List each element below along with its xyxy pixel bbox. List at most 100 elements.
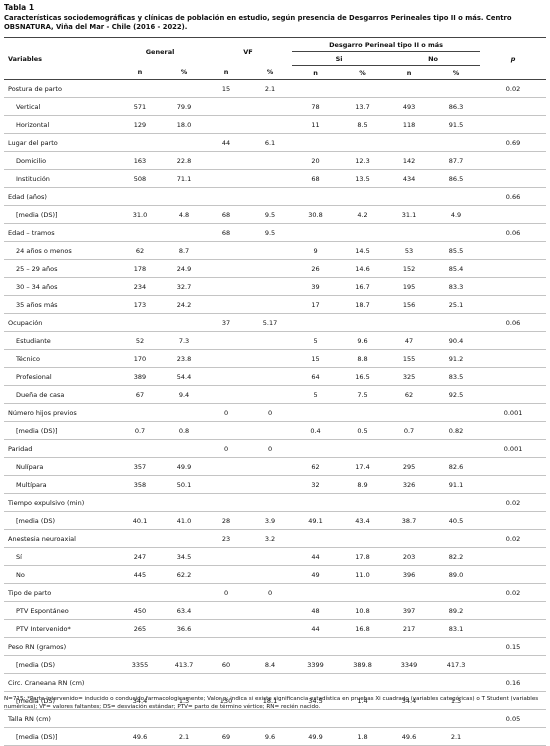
cell-p-value: [480, 601, 547, 620]
cell-vf-pct: [248, 673, 293, 692]
cell-si-n: 9: [292, 241, 340, 260]
cell-vf-pct: [248, 259, 293, 278]
cell-vf-pct: 9.5: [248, 223, 293, 242]
cell-general-n: 129: [116, 115, 164, 134]
table-row: Domicilio 163 22.8 20 12.3 142 87.7: [4, 151, 547, 170]
cell-general-n: 170: [116, 349, 164, 368]
header-vf: VF: [204, 37, 293, 66]
cell-p-value: 0.02: [480, 493, 547, 512]
table-row: Institución 508 71.1 68 13.5 434 86.5: [4, 169, 547, 188]
row-label: 24 años o menos: [4, 241, 116, 260]
cell-p-value: [480, 277, 547, 296]
cell-si-n: 30.8: [292, 205, 340, 224]
cell-si-pct: [339, 529, 387, 548]
cell-si-n: 64: [292, 367, 340, 386]
cell-si-n: 39: [292, 277, 340, 296]
cell-vf-n: [204, 565, 249, 584]
cell-general-pct: 34.5: [164, 547, 205, 566]
cell-no-pct: 25.1: [432, 295, 481, 314]
cell-no-n: [386, 637, 433, 656]
cell-vf-pct: 3.2: [248, 529, 293, 548]
table-row: 25 – 29 años 178 24.9 26 14.6 152 85.4: [4, 259, 547, 278]
cell-si-n: 49: [292, 565, 340, 584]
cell-general-n: [116, 133, 164, 152]
header-general: General: [116, 37, 205, 66]
cell-vf-pct: [248, 277, 293, 296]
cell-no-pct: 89.2: [432, 601, 481, 620]
cell-no-n: 195: [386, 277, 433, 296]
table-row: [media (DS)] 0.7 0.8 0.4 0.5 0.7 0.82: [4, 421, 547, 440]
cell-no-pct: [432, 583, 481, 602]
cell-p-value: 0.66: [480, 187, 547, 206]
category-row: Paridad 0 0 0.001: [4, 439, 547, 458]
cell-si-pct: 16.8: [339, 619, 387, 638]
cell-no-pct: 90.4: [432, 331, 481, 350]
cell-p-value: [480, 169, 547, 188]
cell-vf-pct: [248, 565, 293, 584]
row-label: [media (DS): [4, 655, 116, 674]
cell-general-pct: 4.8: [164, 205, 205, 224]
cell-general-pct: 71.1: [164, 169, 205, 188]
table-row: 24 años o menos 62 8.7 9 14.5 53 85.5: [4, 241, 547, 260]
cell-general-pct: 1.3: [164, 691, 205, 710]
table-row: No 445 62.2 49 11.0 396 89.0: [4, 565, 547, 584]
cell-p-value: 0.06: [480, 223, 547, 242]
cell-si-pct: 8.5: [339, 115, 387, 134]
cell-vf-pct: 6.1: [248, 133, 293, 152]
cell-general-n: 445: [116, 565, 164, 584]
cell-general-pct: 413.7: [164, 655, 205, 674]
cell-general-n: [116, 79, 164, 98]
table-row: Estudiante 52 7.3 5 9.6 47 90.4: [4, 331, 547, 350]
category-row: Peso RN (gramos) 0.15: [4, 637, 547, 656]
cell-general-n: 357: [116, 457, 164, 476]
table-row: [media (DS) 3355 413.7 60 8.4 3399 389.8 3349 41…: [4, 655, 547, 674]
cell-general-n: 49.6: [116, 727, 164, 746]
table-row: Multípara 358 50.1 32 8.9 326 91.1: [4, 475, 547, 494]
cell-general-pct: 9.4: [164, 385, 205, 404]
cell-no-n: [386, 529, 433, 548]
cell-general-n: 234: [116, 277, 164, 296]
cell-p-value: 0.02: [480, 583, 547, 602]
cell-p-value: [480, 547, 547, 566]
cell-si-n: [292, 403, 340, 422]
cell-si-n: [292, 709, 340, 728]
row-label: Técnico: [4, 349, 116, 368]
cell-p-value: [480, 619, 547, 638]
cell-no-n: [386, 673, 433, 692]
cell-general-n: 3355: [116, 655, 164, 674]
cell-general-pct: [164, 223, 205, 242]
cell-vf-pct: [248, 115, 293, 134]
cell-vf-n: 15: [204, 79, 249, 98]
table-row: 35 años más 173 24.2 17 18.7 156 25.1: [4, 295, 547, 314]
cell-vf-pct: [248, 601, 293, 620]
cell-general-n: 265: [116, 619, 164, 638]
category-label: Edad – tramos: [4, 223, 116, 242]
cell-si-n: 78: [292, 97, 340, 116]
cell-vf-pct: [248, 457, 293, 476]
cell-si-n: [292, 493, 340, 512]
cell-general-pct: [164, 583, 205, 602]
table-row: [media (DS)] 31.0 4.8 68 9.5 30.8 4.2 31.1 4.9: [4, 205, 547, 224]
cell-si-n: 32: [292, 475, 340, 494]
cell-si-n: 48: [292, 601, 340, 620]
cell-general-n: [116, 403, 164, 422]
cell-general-n: 178: [116, 259, 164, 278]
cell-no-n: 396: [386, 565, 433, 584]
cell-no-pct: 4.9: [432, 205, 481, 224]
category-row: Tiempo expulsivo (min) 0.02: [4, 493, 547, 512]
cell-p-value: [480, 457, 547, 476]
cell-vf-pct: [248, 709, 293, 728]
cell-si-pct: 16.7: [339, 277, 387, 296]
cell-no-pct: 86.3: [432, 97, 481, 116]
category-label: Ocupación: [4, 313, 116, 332]
cell-general-pct: [164, 529, 205, 548]
cell-si-pct: [339, 187, 387, 206]
header-no-pct: %: [432, 65, 481, 80]
cell-si-pct: 18.7: [339, 295, 387, 314]
cell-si-n: [292, 187, 340, 206]
table-row: Profesional 389 54.4 64 16.5 325 83.5: [4, 367, 547, 386]
cell-no-n: 34.4: [386, 691, 433, 710]
row-label: PTV Espontáneo: [4, 601, 116, 620]
cell-vf-n: [204, 151, 249, 170]
cell-no-pct: 91.2: [432, 349, 481, 368]
